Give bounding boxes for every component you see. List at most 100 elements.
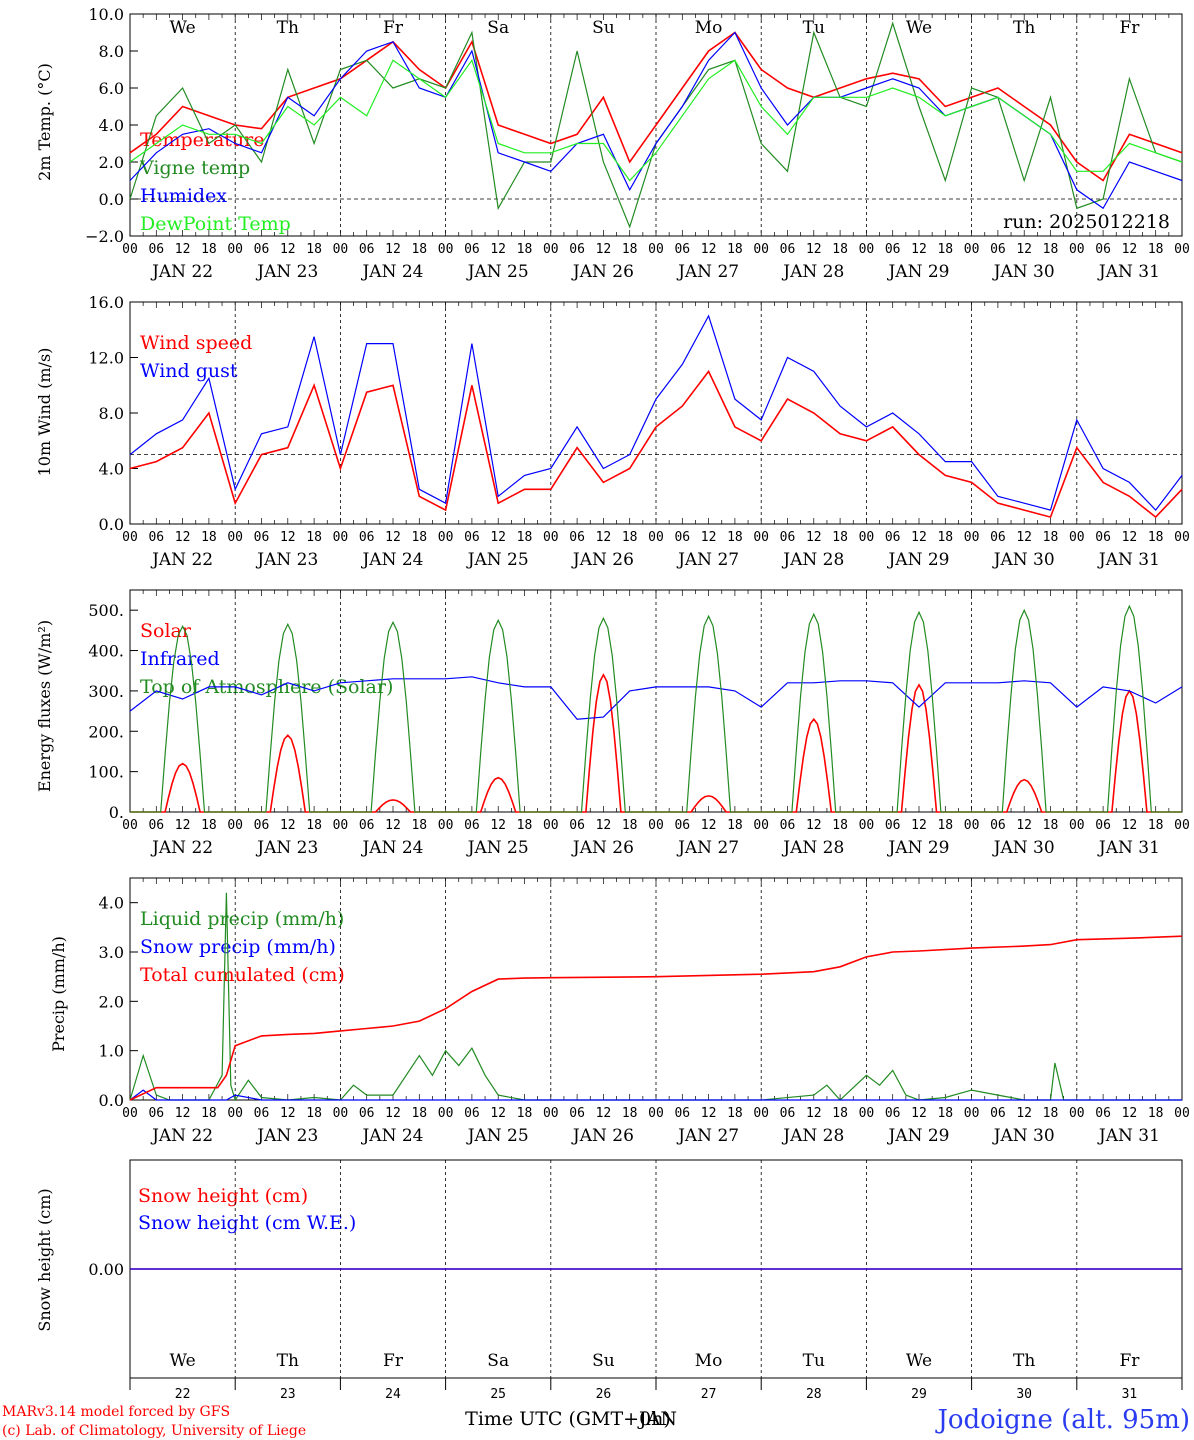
x-hour-label: 12 bbox=[280, 530, 296, 545]
x-date-label: JAN 28 bbox=[781, 262, 844, 282]
x-hour-label: 06 bbox=[1095, 242, 1111, 257]
series-line-wind-gust bbox=[129, 314, 1183, 512]
x-date-label: JAN 27 bbox=[676, 1126, 739, 1146]
x-hour-label: 06 bbox=[780, 530, 796, 545]
day-number-label: 29 bbox=[911, 1387, 927, 1402]
x-hour-label: 06 bbox=[674, 818, 690, 833]
series-line-infrared bbox=[129, 676, 1183, 720]
x-date-label: JAN 29 bbox=[886, 550, 949, 570]
x-hour-label: 00 bbox=[1069, 818, 1085, 833]
dow-label-top: Fr bbox=[383, 18, 404, 38]
x-hour-label: 06 bbox=[254, 818, 270, 833]
x-hour-label: 06 bbox=[254, 530, 270, 545]
x-date-label: JAN 31 bbox=[1097, 1126, 1160, 1146]
x-hour-label: 06 bbox=[569, 242, 585, 257]
legend-snow-height: Snow height (cm) bbox=[138, 1185, 308, 1207]
x-hour-label: 06 bbox=[359, 530, 375, 545]
x-hour-label: 18 bbox=[832, 242, 848, 257]
y-tick-label: 4.0 bbox=[99, 460, 124, 479]
y-tick-label: 200. bbox=[88, 722, 124, 741]
x-hour-label: 06 bbox=[148, 530, 164, 545]
x-date-label: JAN 31 bbox=[1097, 262, 1160, 282]
x-hour-label: 18 bbox=[937, 530, 953, 545]
dow-label-top: We bbox=[170, 18, 196, 38]
x-hour-label: 00 bbox=[227, 818, 243, 833]
y-tick-label: −2.0 bbox=[85, 227, 124, 246]
x-date-label: JAN 28 bbox=[781, 838, 844, 858]
panel-4 bbox=[129, 877, 1183, 1102]
x-hour-label: 06 bbox=[359, 242, 375, 257]
x-hour-label: 18 bbox=[1043, 1106, 1059, 1121]
panel-1 bbox=[129, 13, 1183, 237]
x-hour-label: 18 bbox=[622, 818, 638, 833]
x-hour-label: 00 bbox=[438, 242, 454, 257]
y-tick-label: 3.0 bbox=[99, 943, 124, 962]
x-hour-label: 00 bbox=[859, 530, 875, 545]
ylabel-energy: Energy fluxes (W/m²) bbox=[35, 620, 54, 792]
x-hour-label: 06 bbox=[674, 530, 690, 545]
x-hour-label: 12 bbox=[701, 242, 717, 257]
y-tick-label: 300. bbox=[88, 682, 124, 701]
x-hour-label: 06 bbox=[254, 242, 270, 257]
x-date-label: JAN 22 bbox=[150, 838, 213, 858]
x-date-label: JAN 22 bbox=[150, 550, 213, 570]
x-hour-label: 18 bbox=[306, 1106, 322, 1121]
ylabel-snow-height: Snow height (cm) bbox=[35, 1188, 54, 1331]
x-hour-label: 18 bbox=[1043, 818, 1059, 833]
y-tick-label: 0.0 bbox=[99, 515, 124, 534]
x-hour-label: 06 bbox=[569, 1106, 585, 1121]
dow-label-bottom: We bbox=[170, 1351, 196, 1371]
x-hour-label: 12 bbox=[911, 1106, 927, 1121]
x-date-label: JAN 28 bbox=[781, 550, 844, 570]
x-hour-label: 06 bbox=[780, 242, 796, 257]
x-hour-label: 12 bbox=[385, 242, 401, 257]
x-date-label: JAN 22 bbox=[150, 262, 213, 282]
x-hour-label: 12 bbox=[490, 818, 506, 833]
y-tick-label: 2.0 bbox=[99, 153, 124, 172]
station-name: Jodoigne (alt. 95m) bbox=[934, 1405, 1190, 1435]
x-hour-label: 12 bbox=[490, 530, 506, 545]
dow-label-top: Sa bbox=[487, 18, 509, 38]
x-hour-label: 18 bbox=[622, 1106, 638, 1121]
y-tick-label: 10.0 bbox=[88, 5, 124, 24]
x-hour-label: 06 bbox=[885, 818, 901, 833]
series-line-liquid-precip-mm-h- bbox=[129, 892, 1182, 1102]
x-hour-label: 18 bbox=[1148, 242, 1164, 257]
x-hour-label: 12 bbox=[701, 818, 717, 833]
x-hour-label: 00 bbox=[227, 1106, 243, 1121]
x-hour-label: 12 bbox=[490, 1106, 506, 1121]
x-hour-label: 18 bbox=[517, 818, 533, 833]
x-hour-label: 00 bbox=[122, 530, 138, 545]
x-date-label: JAN 22 bbox=[150, 1126, 213, 1146]
dow-label-bottom: Fr bbox=[1119, 1351, 1140, 1371]
x-hour-label: 12 bbox=[806, 1106, 822, 1121]
run-label: run: 2025012218 bbox=[1003, 211, 1170, 233]
x-hour-label: 06 bbox=[359, 818, 375, 833]
x-hour-label: 00 bbox=[333, 818, 349, 833]
xaxis-title: Time UTC (GMT+0h) bbox=[465, 1408, 671, 1430]
y-tick-label: 4.0 bbox=[99, 894, 124, 913]
x-date-label: JAN 25 bbox=[466, 262, 529, 282]
x-hour-label: 06 bbox=[464, 530, 480, 545]
x-date-label: JAN 26 bbox=[571, 1126, 634, 1146]
x-hour-label: 12 bbox=[385, 818, 401, 833]
x-hour-label: 18 bbox=[411, 242, 427, 257]
x-hour-label: 12 bbox=[280, 818, 296, 833]
dow-label-bottom: Th bbox=[277, 1351, 299, 1371]
x-hour-label: 00 bbox=[1174, 1106, 1190, 1121]
x-hour-label: 06 bbox=[1095, 818, 1111, 833]
dow-label-bottom: Sa bbox=[487, 1351, 509, 1371]
x-hour-label: 18 bbox=[937, 1106, 953, 1121]
x-date-label: JAN 26 bbox=[571, 262, 634, 282]
x-hour-label: 18 bbox=[937, 818, 953, 833]
x-hour-label: 18 bbox=[411, 818, 427, 833]
dow-label-top: We bbox=[906, 18, 932, 38]
x-date-label: JAN 31 bbox=[1097, 838, 1160, 858]
y-tick-label: 0.00 bbox=[88, 1260, 124, 1279]
x-hour-label: 06 bbox=[464, 1106, 480, 1121]
legend-liquid-precip: Liquid precip (mm/h) bbox=[140, 908, 344, 930]
x-hour-label: 00 bbox=[1174, 818, 1190, 833]
x-hour-label: 06 bbox=[990, 530, 1006, 545]
x-hour-label: 00 bbox=[753, 530, 769, 545]
x-hour-label: 06 bbox=[990, 1106, 1006, 1121]
